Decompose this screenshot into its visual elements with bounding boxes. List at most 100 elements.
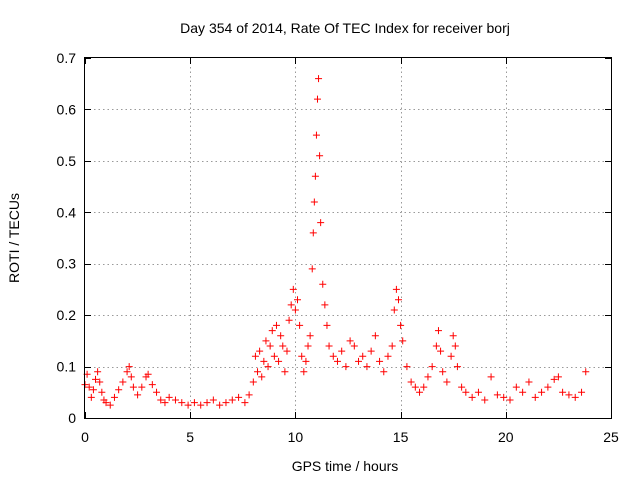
data-point	[384, 352, 392, 360]
data-point	[272, 321, 280, 329]
data-point	[474, 388, 482, 396]
data-point	[161, 399, 169, 407]
y-tick-label: 0.6	[57, 101, 77, 117]
x-tick-label: 0	[81, 429, 89, 445]
axis-ticks	[85, 58, 612, 419]
data-point	[306, 332, 314, 340]
data-point	[94, 368, 102, 376]
data-point	[89, 386, 97, 394]
data-point	[578, 388, 586, 396]
data-point	[308, 265, 316, 273]
data-point	[582, 368, 590, 376]
data-point	[87, 393, 95, 401]
data-point	[388, 342, 396, 350]
data-point	[178, 399, 186, 407]
data-point	[209, 396, 217, 404]
data-point	[148, 381, 156, 389]
data-point	[437, 347, 445, 355]
data-point	[311, 172, 319, 180]
data-point	[260, 357, 268, 365]
data-point	[317, 219, 325, 227]
data-point	[571, 393, 579, 401]
data-point	[157, 396, 165, 404]
data-point	[309, 229, 317, 237]
y-tick-label: 0.5	[57, 153, 77, 169]
data-point	[184, 401, 192, 409]
data-point	[304, 342, 312, 350]
data-point	[119, 378, 127, 386]
data-point	[312, 131, 320, 139]
data-point	[376, 357, 384, 365]
data-point	[432, 342, 440, 350]
y-tick-label: 0.2	[57, 307, 77, 323]
data-point	[453, 363, 461, 371]
data-point	[289, 285, 297, 293]
data-point	[291, 306, 299, 314]
data-point	[134, 391, 142, 399]
data-point	[262, 337, 270, 345]
data-point	[512, 383, 520, 391]
data-point	[129, 383, 137, 391]
data-point	[222, 399, 230, 407]
data-point	[538, 388, 546, 396]
data-point	[407, 378, 415, 386]
data-point	[451, 342, 459, 350]
data-point	[197, 401, 205, 409]
data-point	[287, 301, 295, 309]
x-tick-label: 20	[498, 429, 514, 445]
data-point	[241, 399, 249, 407]
data-point	[359, 352, 367, 360]
data-point	[325, 342, 333, 350]
data-point	[279, 342, 287, 350]
data-point	[300, 368, 308, 376]
data-point	[249, 378, 257, 386]
data-point	[434, 327, 442, 335]
data-point	[216, 401, 224, 409]
data-point	[85, 383, 93, 391]
y-tick-label: 0	[68, 410, 76, 426]
data-point	[302, 357, 310, 365]
data-point	[296, 321, 304, 329]
x-tick-label: 25	[603, 429, 619, 445]
data-point	[363, 363, 371, 371]
data-point	[428, 363, 436, 371]
data-point	[138, 383, 146, 391]
data-point	[439, 368, 447, 376]
data-point	[275, 357, 283, 365]
y-tick-label: 0.1	[57, 359, 77, 375]
data-point	[416, 388, 424, 396]
data-point	[519, 388, 527, 396]
data-point	[92, 375, 100, 383]
data-point	[397, 321, 405, 329]
data-point	[153, 388, 161, 396]
data-point	[333, 357, 341, 365]
data-point	[165, 393, 173, 401]
data-point	[493, 391, 501, 399]
data-point	[283, 347, 291, 355]
data-point	[321, 301, 329, 309]
data-point	[355, 357, 363, 365]
x-tick-label: 10	[288, 429, 304, 445]
data-point	[481, 396, 489, 404]
data-point	[264, 363, 272, 371]
data-point	[449, 332, 457, 340]
data-point	[144, 370, 152, 378]
data-point	[96, 378, 104, 386]
data-point	[313, 95, 321, 103]
data-point	[319, 280, 327, 288]
data-point	[443, 378, 451, 386]
data-point	[403, 363, 411, 371]
data-point	[392, 285, 400, 293]
data-point	[190, 399, 198, 407]
y-axis-label: ROTI / TECUs	[6, 193, 22, 283]
data-point	[294, 296, 302, 304]
data-point	[500, 393, 508, 401]
data-point	[323, 321, 331, 329]
grid-lines	[85, 58, 611, 418]
data-point	[550, 375, 558, 383]
data-point	[329, 352, 337, 360]
data-point	[106, 401, 114, 409]
data-point	[342, 363, 350, 371]
data-point	[127, 373, 135, 381]
